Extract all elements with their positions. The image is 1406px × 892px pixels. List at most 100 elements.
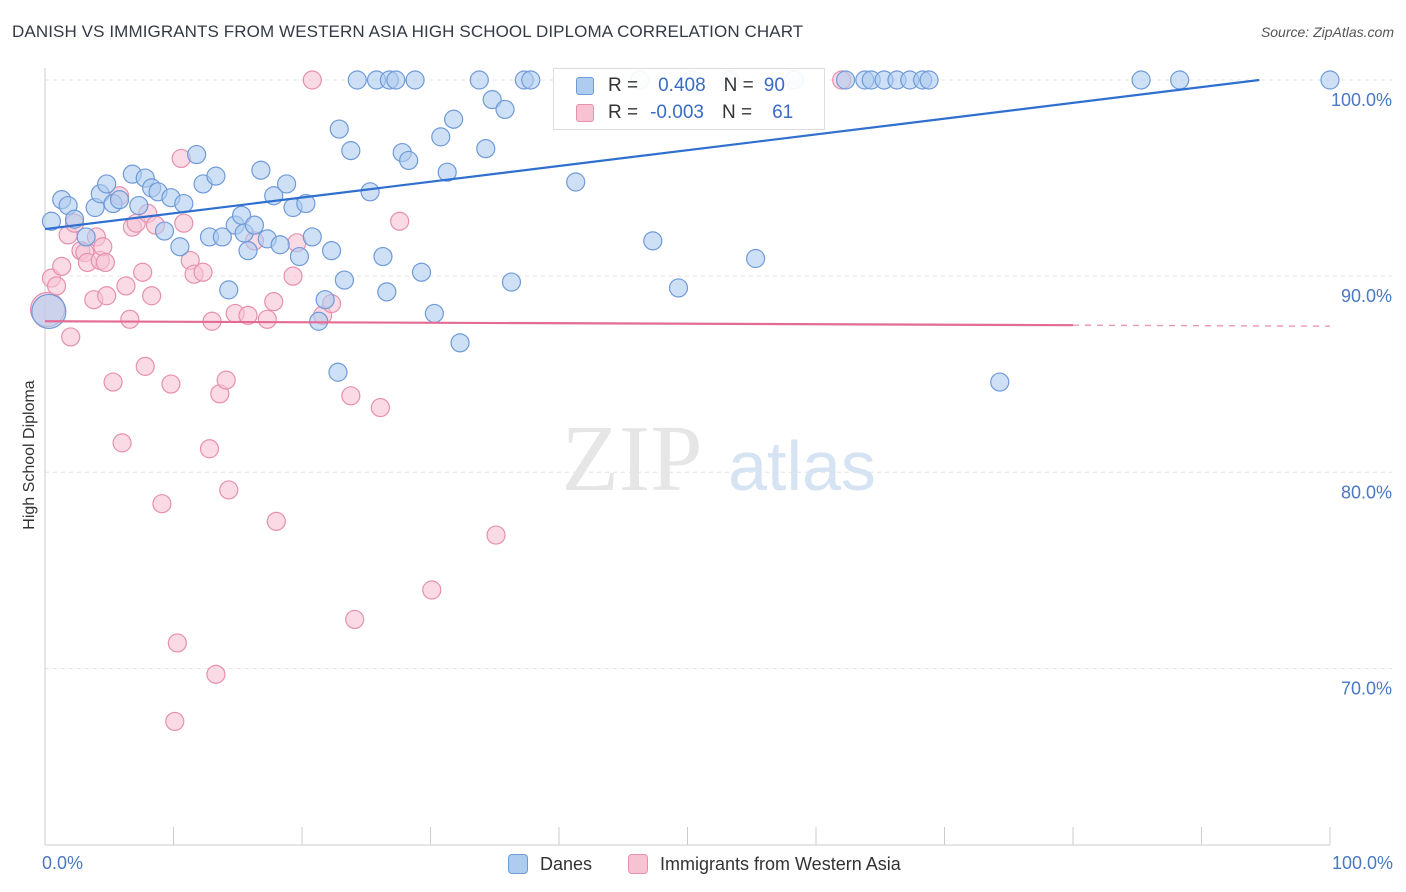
dane-point — [424, 303, 444, 324]
dane-point — [1170, 70, 1190, 90]
n-label: N = — [721, 102, 753, 123]
immigrants-legend-swatch — [628, 854, 648, 874]
legend-row-immigrants: R = -0.003 N = 61 — [576, 100, 793, 126]
dane-point — [643, 231, 663, 251]
dane-point — [1320, 70, 1340, 90]
watermark: ZIP atlas — [562, 407, 876, 511]
immigrants-legend-label: Immigrants from Western Asia — [660, 853, 901, 874]
immigrant-point — [161, 374, 181, 394]
y-tick-label: 90.0% — [1341, 286, 1392, 306]
immigrant-point — [120, 309, 140, 329]
n-value: 90 — [763, 75, 785, 96]
immigrant-point — [283, 266, 303, 286]
immigrant-point — [257, 309, 277, 329]
dane-point — [321, 241, 342, 261]
immigrant-point — [46, 276, 67, 296]
dane-point — [405, 70, 425, 90]
watermark-zip: ZIP — [562, 407, 703, 511]
immigrants-trend-extension — [1072, 324, 1331, 327]
r-label: R = — [608, 75, 639, 96]
axes — [44, 68, 1331, 846]
dane-point — [495, 99, 515, 120]
immigrant-point — [390, 211, 410, 231]
immigrant-point — [61, 327, 81, 347]
dane-point — [328, 362, 348, 382]
dane-point — [835, 70, 856, 90]
immigrant-point — [165, 711, 185, 732]
n-value: 61 — [772, 102, 794, 123]
dane-point — [219, 280, 239, 300]
dane-point — [347, 70, 367, 90]
dane-point — [31, 293, 67, 330]
dane-point — [154, 221, 175, 241]
immigrant-point — [103, 372, 123, 392]
dane-point — [377, 282, 397, 302]
danes-trend-line — [44, 78, 1260, 231]
immigrant-point — [152, 494, 172, 514]
dane-point — [289, 246, 310, 267]
dane-point — [668, 278, 689, 298]
immigrant-point — [93, 237, 113, 257]
immigrant-point — [167, 633, 187, 653]
immigrant-point — [238, 305, 258, 325]
dane-point — [919, 70, 939, 90]
immigrant-point — [95, 252, 115, 273]
dane-point — [212, 227, 232, 247]
x-tick-label: 100.0% — [1332, 853, 1393, 873]
immigrant-point — [266, 511, 286, 531]
dane-point — [296, 193, 316, 214]
bottom-legend-danes: Danes — [508, 852, 592, 876]
dane-point — [251, 160, 271, 180]
chart-title: DANISH VS IMMIGRANTS FROM WESTERN ASIA H… — [12, 22, 804, 41]
dane-point — [97, 174, 117, 194]
y-tick-label: 80.0% — [1341, 482, 1392, 502]
immigrant-point — [216, 370, 236, 390]
danes-swatch — [576, 77, 594, 95]
dane-point — [437, 162, 457, 182]
r-value: 0.408 — [658, 75, 706, 96]
n-label: N = — [723, 75, 754, 96]
dane-point — [64, 209, 85, 229]
immigrant-point — [206, 664, 226, 684]
immigrant-point — [142, 286, 162, 306]
r-label: R = — [608, 102, 639, 123]
trend-lines — [44, 78, 1331, 327]
source-credit: Source: ZipAtlas.com — [1260, 24, 1394, 40]
legend-row-danes: R = 0.408 N = 90 — [576, 73, 785, 99]
grid-lines — [45, 79, 1392, 669]
r-value: -0.003 — [650, 102, 704, 123]
immigrant-point — [422, 580, 442, 600]
immigrants-swatch — [576, 104, 594, 122]
dane-point — [302, 227, 322, 247]
immigrant-point — [52, 256, 72, 276]
immigrant-point — [174, 213, 194, 233]
correlation-legend: R = 0.408 N = 90 R = -0.003 N = 61 — [553, 68, 825, 130]
dane-point — [129, 195, 149, 216]
immigrant-point — [193, 262, 213, 282]
danes-legend-swatch — [508, 854, 528, 874]
x-tick-label: 0.0% — [42, 853, 83, 873]
dane-point — [444, 109, 464, 129]
tick-labels: 100.0% 90.0% 80.0% 70.0% 0.0% 100.0% — [42, 90, 1393, 873]
dane-point — [174, 193, 194, 214]
dane-point — [360, 182, 380, 202]
dane-point — [244, 215, 265, 235]
dane-point — [373, 246, 393, 267]
immigrant-point — [112, 433, 132, 453]
immigrant-point — [219, 480, 239, 500]
dane-point — [469, 70, 489, 90]
dane-point — [386, 70, 406, 90]
dane-point — [476, 139, 496, 159]
dane-point — [566, 172, 586, 192]
y-tick-label: 70.0% — [1341, 678, 1392, 698]
dane-point — [482, 90, 502, 110]
dane-point — [76, 227, 96, 247]
dane-point — [990, 372, 1010, 392]
y-axis-label: High School Diploma — [21, 380, 38, 530]
immigrant-point — [341, 386, 361, 406]
dane-point — [501, 272, 522, 292]
dane-point — [431, 127, 451, 147]
dane-point — [276, 174, 297, 194]
dane-point — [206, 166, 226, 186]
